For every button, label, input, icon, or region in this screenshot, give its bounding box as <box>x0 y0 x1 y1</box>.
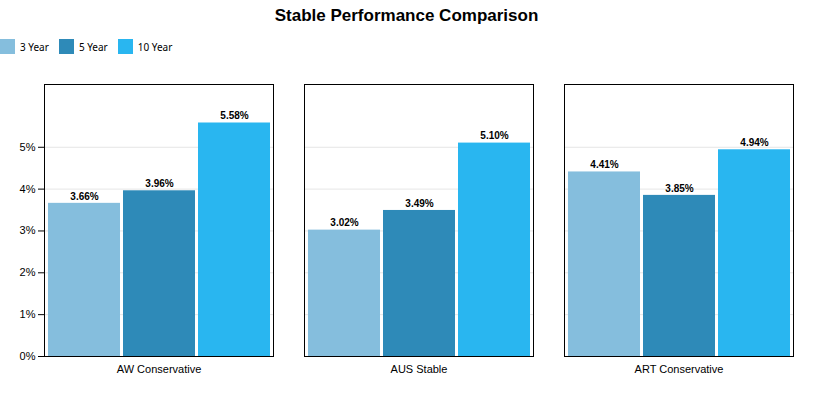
svg-text:3.49%: 3.49% <box>405 198 433 209</box>
svg-text:ART Conservative: ART Conservative <box>635 363 724 375</box>
svg-text:AW Conservative: AW Conservative <box>117 363 202 375</box>
svg-text:3.85%: 3.85% <box>665 183 693 194</box>
html-text:3 Year: 3 Year <box>20 39 49 54</box>
svg-text:5.58%: 5.58% <box>220 110 248 121</box>
svg-text:0%: 0% <box>20 350 36 362</box>
svg-text:3.02%: 3.02% <box>330 217 358 228</box>
svg-text:4.41%: 4.41% <box>590 159 618 170</box>
html-text:Stable Performance Comparison: Stable Performance Comparison <box>274 6 539 25</box>
svg-text:4.94%: 4.94% <box>740 137 768 148</box>
svg-text:3.66%: 3.66% <box>70 191 98 202</box>
svg-text:2%: 2% <box>20 266 36 278</box>
svg-text:3%: 3% <box>20 224 36 236</box>
html-text:10 Year: 10 Year <box>137 39 173 54</box>
svg-text:5%: 5% <box>20 141 36 153</box>
svg-text:5.10%: 5.10% <box>480 130 508 141</box>
svg-text:1%: 1% <box>20 308 36 320</box>
html-text:5 Year: 5 Year <box>78 39 108 54</box>
svg-text:3.96%: 3.96% <box>145 178 173 189</box>
svg-text:4%: 4% <box>20 183 36 195</box>
svg-text:AUS Stable: AUS Stable <box>391 363 448 375</box>
